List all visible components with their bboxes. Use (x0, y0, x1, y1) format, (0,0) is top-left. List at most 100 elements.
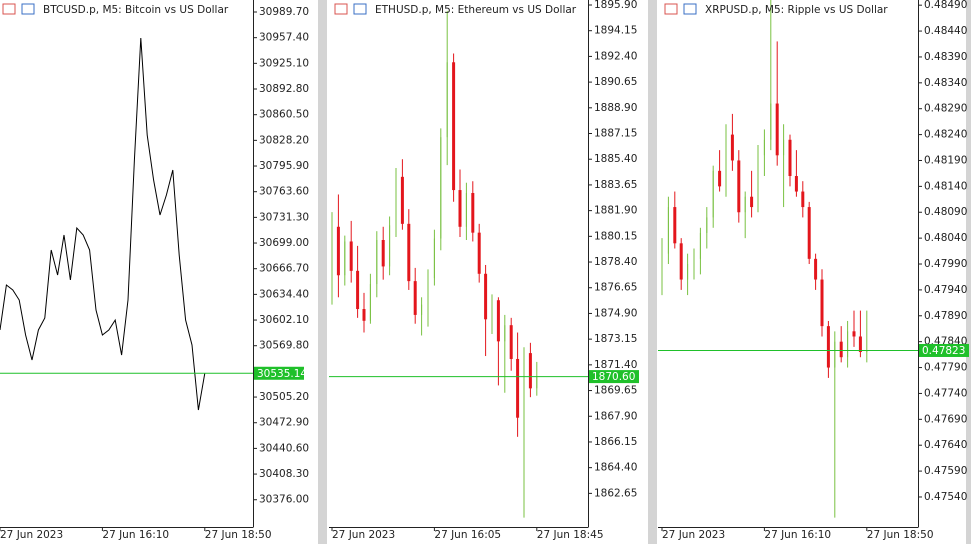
candle-body (496, 300, 500, 342)
candle-body (852, 331, 856, 337)
price-line (0, 37, 206, 411)
candle-body (389, 225, 391, 267)
candle-body (477, 232, 481, 274)
y-tick-label: 30699.00 (259, 237, 309, 249)
candle-body (725, 134, 727, 187)
y-tick-label: 0.48340 (924, 77, 967, 89)
x-tick-label: 27 Jun 18:50 (867, 529, 934, 541)
candle-body (440, 137, 442, 239)
y-tick-label: 0.47940 (924, 284, 967, 296)
x-tick-label: 27 Jun 18:50 (205, 529, 272, 541)
y-tick-label: 30440.60 (259, 442, 309, 454)
candle-body (362, 309, 366, 321)
candle-body (706, 217, 708, 233)
candle-body (446, 62, 448, 138)
chart-title: BTCUSD.p, M5: Bitcoin vs US Dollar (43, 4, 229, 16)
current-price-label: 30535.14 (257, 368, 307, 380)
icon-list (664, 3, 678, 15)
candle-body (349, 241, 353, 271)
splitter[interactable] (648, 0, 657, 544)
candle-body (471, 192, 475, 233)
y-tick-label: 30860.50 (259, 109, 309, 121)
candle-body (528, 353, 532, 389)
candle-body (523, 353, 525, 418)
candle-body (687, 264, 689, 280)
y-tick-label: 1883.65 (594, 179, 637, 191)
candle-body (750, 196, 754, 208)
y-tick-label: 0.48290 (924, 103, 967, 115)
y-tick-label: 1873.15 (594, 333, 637, 345)
chart-title: XRPUSD.p, M5: Ripple vs US Dollar (705, 4, 888, 16)
candle-body (491, 300, 493, 320)
y-tick-label: 30376.00 (259, 494, 309, 506)
candle-body (814, 258, 818, 280)
candle-body (400, 176, 404, 224)
candle-body (433, 238, 435, 279)
icon-list (2, 3, 16, 15)
y-tick-label: 1867.90 (594, 410, 637, 422)
candle-body (788, 139, 792, 177)
y-tick-label: 0.48090 (924, 206, 967, 218)
y-tick-label: 1881.90 (594, 205, 637, 217)
y-tick-label: 0.47790 (924, 362, 967, 374)
candle-body (484, 273, 488, 320)
icon-list (334, 3, 348, 15)
candle-body (504, 325, 506, 342)
candle-body (757, 155, 759, 208)
splitter[interactable] (318, 0, 327, 544)
y-tick-label: 1880.15 (594, 230, 637, 242)
candle-body (693, 258, 695, 265)
candle-body (667, 207, 669, 254)
current-price-label: 0.47823 (922, 345, 965, 357)
candle-body (775, 103, 779, 156)
candle-body (826, 326, 830, 368)
candle-body (794, 176, 798, 192)
current-price-tag (919, 343, 969, 357)
y-tick-label: 0.48190 (924, 154, 967, 166)
y-tick-label: 30828.20 (259, 134, 309, 146)
y-tick-label: 1888.90 (594, 102, 637, 114)
y-tick-label: 30892.80 (259, 83, 309, 95)
y-tick-label: 0.48140 (924, 180, 967, 192)
y-tick-label: 30957.40 (259, 32, 309, 44)
x-tick-label: 27 Jun 16:10 (764, 529, 831, 541)
y-tick-label: 1864.40 (594, 462, 637, 474)
y-tick-label: 0.47640 (924, 439, 967, 451)
candle-body (673, 207, 677, 244)
candle-body (516, 358, 520, 418)
x-tick-label: 27 Jun 2023 (332, 529, 395, 541)
y-tick-label: 1871.40 (594, 359, 637, 371)
candle-body (763, 139, 765, 156)
y-tick-label: 1878.40 (594, 256, 637, 268)
candle-body (699, 232, 701, 259)
current-price-tag (254, 366, 304, 380)
candle-body (730, 134, 734, 161)
candle-body (356, 270, 360, 310)
candle-body (458, 190, 462, 227)
y-tick-label: 0.47990 (924, 258, 967, 270)
y-tick-label: 1874.90 (594, 307, 637, 319)
x-tick-label: 27 Jun 2023 (662, 529, 725, 541)
candle-body (465, 192, 467, 227)
candle-body (783, 139, 785, 156)
y-tick-label: 30569.80 (259, 340, 309, 352)
candle-body (336, 226, 340, 276)
y-tick-label: 1887.15 (594, 128, 637, 140)
candle-body (413, 281, 417, 315)
x-tick-label: 27 Jun 18:45 (537, 529, 604, 541)
icon-chart (21, 3, 35, 15)
y-tick-label: 1885.40 (594, 153, 637, 165)
candle-body (421, 304, 423, 315)
candle-body (807, 207, 811, 259)
x-tick-label: 27 Jun 16:05 (434, 529, 501, 541)
y-tick-label: 0.47890 (924, 310, 967, 322)
y-tick-label: 0.47590 (924, 465, 967, 477)
y-tick-label: 30505.20 (259, 391, 309, 403)
candle-body (536, 376, 538, 389)
candle-body (381, 239, 385, 267)
candle-body (712, 170, 714, 218)
y-tick-label: 1894.15 (594, 25, 637, 37)
y-tick-label: 0.48490 (924, 0, 967, 11)
